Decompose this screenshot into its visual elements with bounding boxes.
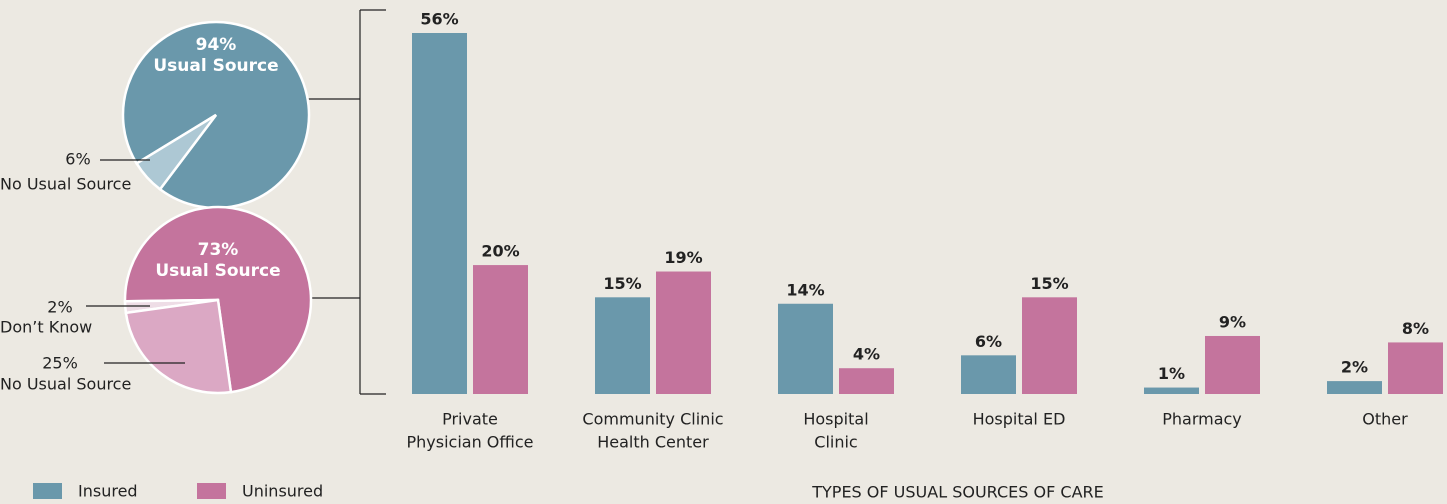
bar-value-label: 14% <box>786 280 824 299</box>
x-axis-label: TYPES OF USUAL SOURCES OF CARE <box>811 483 1103 502</box>
bar <box>595 297 650 394</box>
legend-swatch <box>197 483 226 499</box>
bar-value-label: 4% <box>853 345 880 364</box>
bar <box>778 303 833 394</box>
legend-label: Uninsured <box>242 482 323 501</box>
x-tick-label: Other <box>1362 410 1408 429</box>
bar-value-label: 6% <box>975 332 1002 351</box>
slice-label: Usual Source <box>155 261 280 281</box>
bar-value-label: 1% <box>1158 364 1185 383</box>
bar <box>1327 381 1382 394</box>
bar-value-label: 2% <box>1341 358 1368 377</box>
bar <box>1022 297 1077 394</box>
slice-value-label: 73% <box>198 240 239 260</box>
bar <box>1388 342 1443 394</box>
bar-value-label: 56% <box>420 10 458 29</box>
x-tick-label: Private <box>442 410 498 429</box>
bar-value-label: 20% <box>481 242 519 261</box>
bar <box>656 271 711 394</box>
bar <box>839 368 894 394</box>
bar <box>1205 335 1260 394</box>
bar-value-label: 19% <box>664 248 702 267</box>
x-tick-label: Pharmacy <box>1162 410 1242 429</box>
x-tick-label: Health Center <box>597 433 709 452</box>
x-tick-label: Clinic <box>814 433 857 452</box>
bar <box>412 33 467 394</box>
legend-label: Insured <box>78 482 138 501</box>
slice-value-label: 2% <box>47 298 72 317</box>
bar-value-label: 9% <box>1219 312 1246 331</box>
slice-label: No Usual Source <box>0 375 131 394</box>
slice-value-label: 94% <box>196 35 237 55</box>
bar-value-label: 15% <box>1030 274 1068 293</box>
slice-value-label: 6% <box>65 150 90 169</box>
bar-value-label: 8% <box>1402 319 1429 338</box>
slice-value-label: 25% <box>42 354 78 373</box>
bar-value-label: 15% <box>603 274 641 293</box>
bar <box>473 265 528 394</box>
x-tick-label: Community Clinic <box>582 410 723 429</box>
pie-slice <box>134 113 217 192</box>
slice-label: No Usual Source <box>0 175 131 194</box>
x-tick-label: Hospital <box>803 410 868 429</box>
x-tick-label: Hospital ED <box>973 410 1066 429</box>
slice-label: Don’t Know <box>0 318 92 337</box>
bar <box>961 355 1016 394</box>
pie-slice <box>124 298 233 395</box>
bar <box>1144 387 1199 394</box>
legend-swatch <box>33 483 62 499</box>
x-tick-label: Physician Office <box>406 433 533 452</box>
slice-label: Usual Source <box>153 56 278 76</box>
